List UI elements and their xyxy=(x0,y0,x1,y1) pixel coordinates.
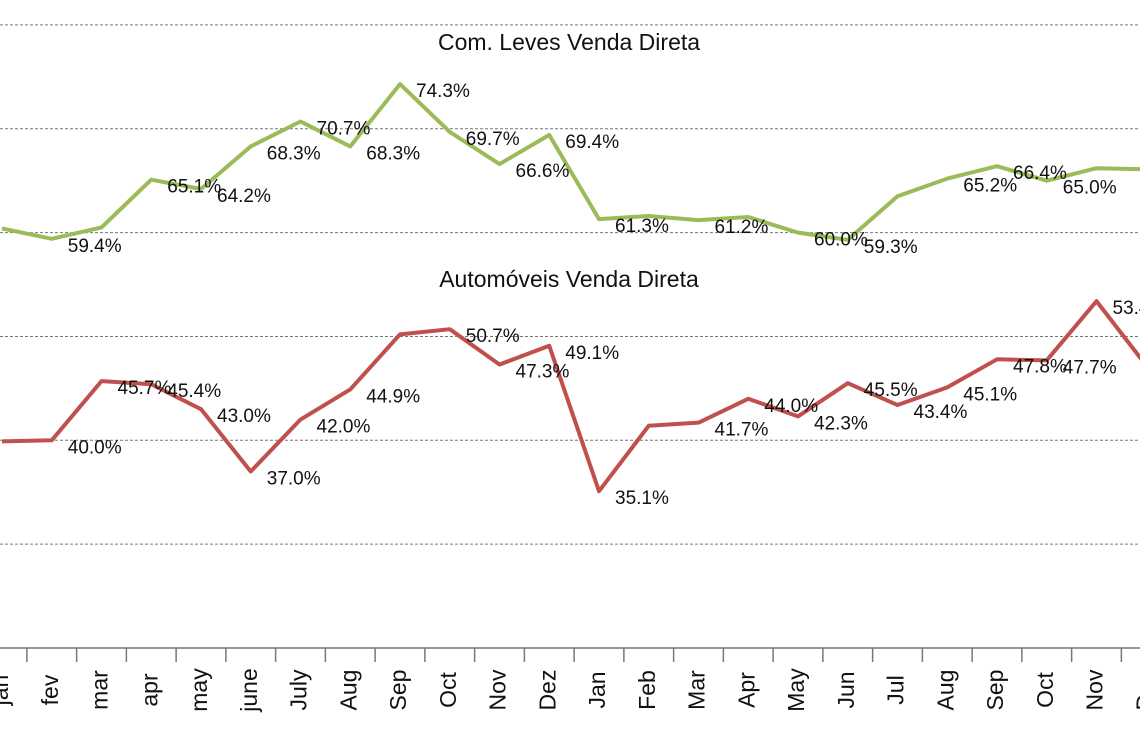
value-label: 44.9% xyxy=(366,386,420,407)
value-label: 40.0% xyxy=(68,437,122,458)
value-label: 45.1% xyxy=(963,384,1017,405)
series-line xyxy=(1,82,1140,242)
x-tick-label: Aug xyxy=(932,670,958,711)
x-tick-label: Jun xyxy=(833,671,859,708)
x-tick-label: Oct xyxy=(435,672,461,708)
value-label: 37.0% xyxy=(267,468,321,489)
value-label: 61.2% xyxy=(715,217,769,238)
value-label: 66.4% xyxy=(1013,163,1067,184)
value-label: 66.6% xyxy=(516,161,570,182)
value-label: 65.0% xyxy=(1063,178,1117,199)
x-tick-label: Jul xyxy=(883,675,909,704)
value-label: 64.2% xyxy=(217,186,271,207)
value-label: 65.1% xyxy=(167,177,221,198)
x-tick-label: July xyxy=(286,669,312,710)
value-label: 43.0% xyxy=(217,406,271,427)
value-label: 47.8% xyxy=(1013,356,1067,377)
value-label: 61.3% xyxy=(615,216,669,237)
value-label: 42.3% xyxy=(814,413,868,434)
value-label: 42.0% xyxy=(317,417,371,438)
x-tick-label: may xyxy=(186,668,212,712)
x-tick-label: jan xyxy=(0,675,13,707)
x-tick-label: May xyxy=(783,668,809,712)
value-label: 65.2% xyxy=(963,176,1017,197)
x-tick-label: Apr xyxy=(733,672,759,708)
value-label: 47.3% xyxy=(516,362,570,383)
value-label: 69.4% xyxy=(565,132,619,153)
series-title: Automóveis Venda Direta xyxy=(439,266,699,292)
x-tick-label: Dez xyxy=(534,670,560,711)
x-tick-label: Mar xyxy=(684,670,710,710)
value-label: 60.0% xyxy=(814,230,868,251)
x-tick-label: Sep xyxy=(982,670,1008,711)
x-tick-label: Nov xyxy=(485,669,511,710)
value-label: 50.7% xyxy=(466,326,520,347)
x-tick-label: Feb xyxy=(634,670,660,710)
value-label: 35.1% xyxy=(615,488,669,509)
value-label: 45.4% xyxy=(167,381,221,402)
value-label: 74.3% xyxy=(416,81,470,102)
x-tick-label: apr xyxy=(136,673,162,707)
value-label: 41.7% xyxy=(715,420,769,441)
x-tick-label: Jan xyxy=(584,671,610,708)
value-label: 49.1% xyxy=(565,343,619,364)
value-label: 69.7% xyxy=(466,129,520,150)
value-label: 45.7% xyxy=(118,378,172,399)
x-tick-label: Nov xyxy=(1082,669,1108,710)
x-tick-label: Sep xyxy=(385,670,411,711)
x-tick-label: Oct xyxy=(1032,672,1058,708)
x-tick-label: june xyxy=(236,668,262,712)
value-label: 47.7% xyxy=(1063,357,1117,378)
value-label: 44.0% xyxy=(764,396,818,417)
x-tick-label: fev xyxy=(37,674,63,705)
value-label: 43.4% xyxy=(914,402,968,423)
value-label: 70.7% xyxy=(317,119,371,140)
value-label: 59.4% xyxy=(68,236,122,257)
value-label: 45.5% xyxy=(864,380,918,401)
value-label: 68.3% xyxy=(267,143,321,164)
value-label: 53.4% xyxy=(1113,298,1140,319)
series-title: Com. Leves Venda Direta xyxy=(438,29,700,55)
x-tick-label: Dez xyxy=(1131,670,1140,711)
value-label: 59.3% xyxy=(864,237,918,258)
value-label: 68.3% xyxy=(366,143,420,164)
x-tick-label: mar xyxy=(87,670,113,710)
series-line xyxy=(1,299,1140,494)
x-tick-label: Aug xyxy=(335,670,361,711)
